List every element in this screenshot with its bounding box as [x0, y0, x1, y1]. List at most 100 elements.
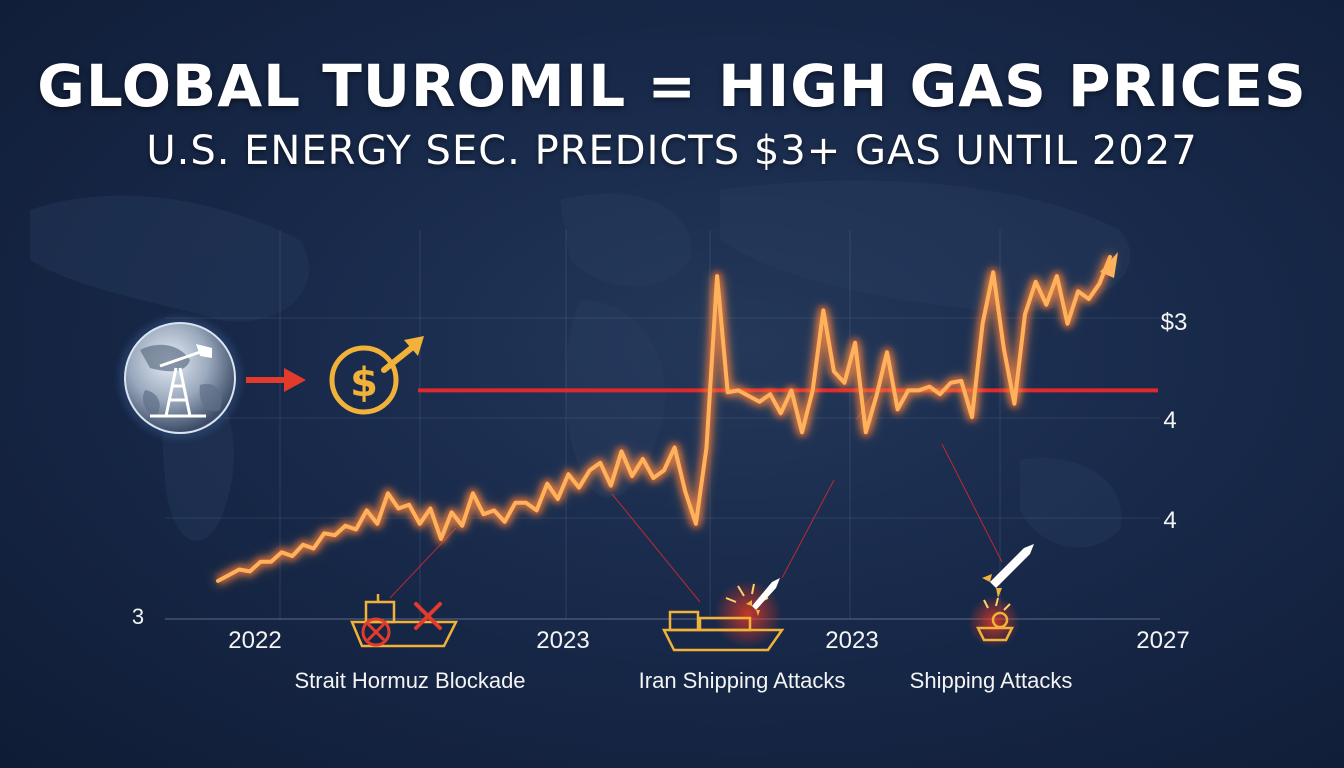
data-point-73 — [991, 270, 995, 274]
data-point-34 — [577, 486, 581, 490]
data-point-36 — [598, 461, 602, 465]
data-point-18 — [407, 503, 411, 507]
data-point-75 — [1012, 402, 1017, 406]
red-arrow-icon — [246, 368, 306, 392]
data-point-3 — [248, 569, 252, 574]
data-point-10 — [322, 531, 326, 535]
data-point-83 — [1097, 282, 1101, 286]
data-point-80 — [1065, 322, 1070, 326]
data-point-48 — [726, 390, 730, 394]
data-point-37 — [609, 484, 613, 488]
data-point-26 — [492, 508, 496, 512]
data-point-42 — [662, 468, 666, 472]
data-point-40 — [641, 457, 645, 461]
data-point-63 — [885, 350, 889, 354]
data-point-35 — [588, 468, 592, 472]
data-point-76 — [1023, 312, 1027, 316]
data-point-21 — [439, 537, 443, 541]
data-point-1 — [227, 573, 231, 577]
data-point-67 — [927, 385, 932, 389]
data-point-38 — [619, 449, 624, 453]
x-tick-label-3: 2027 — [1136, 627, 1189, 654]
data-point-9 — [312, 546, 316, 551]
y-tick-label-2: 4 — [1163, 507, 1176, 534]
data-point-30 — [535, 508, 539, 512]
data-point-11 — [333, 533, 337, 537]
data-point-31 — [545, 482, 549, 486]
data-point-20 — [428, 506, 432, 511]
missile-icon — [746, 578, 780, 616]
data-point-52 — [768, 392, 772, 396]
data-point-25 — [481, 512, 486, 516]
data-point-51 — [758, 400, 762, 404]
data-point-39 — [630, 474, 634, 478]
data-point-22 — [450, 510, 454, 514]
data-point-49 — [736, 388, 740, 392]
data-point-77 — [1034, 280, 1038, 284]
data-point-16 — [386, 491, 390, 495]
data-point-84 — [1108, 255, 1112, 259]
data-point-44 — [683, 489, 687, 493]
tanker-blockade-icon — [350, 594, 459, 648]
data-point-33 — [566, 472, 571, 476]
chart-title: GLOBAL TUROMIL = HIGH GAS PRICES — [37, 52, 1307, 120]
data-point-23 — [460, 524, 464, 528]
shipping-attack-icon — [968, 544, 1034, 648]
data-point-13 — [354, 527, 358, 532]
data-points — [216, 255, 1112, 583]
data-point-7 — [290, 554, 294, 558]
y-tick-label-0: 3 — [132, 604, 144, 629]
data-point-12 — [343, 524, 347, 528]
data-point-0 — [216, 579, 220, 583]
missile-icon — [982, 544, 1034, 598]
data-point-71 — [970, 415, 974, 419]
dollar-up-arrow-icon: $ — [329, 336, 424, 415]
data-point-5 — [269, 560, 273, 564]
data-point-4 — [258, 560, 263, 564]
data-point-32 — [556, 497, 560, 501]
data-point-68 — [938, 392, 942, 396]
data-point-65 — [906, 388, 910, 392]
line-arrowhead — [1100, 252, 1118, 278]
data-point-53 — [779, 411, 783, 415]
data-point-24 — [471, 491, 475, 495]
data-point-70 — [959, 379, 963, 383]
data-point-27 — [503, 520, 507, 524]
data-point-47 — [715, 274, 719, 278]
globe-oil-derrick-icon — [118, 316, 242, 440]
cargo-ship-attack-icon — [661, 578, 785, 652]
data-point-62 — [874, 394, 879, 398]
data-point-72 — [981, 322, 985, 326]
data-point-45 — [694, 522, 698, 526]
svg-text:$: $ — [350, 360, 378, 406]
data-point-46 — [704, 445, 709, 450]
world-map-background — [30, 180, 1131, 548]
x-tick-label-2: 2023 — [825, 627, 878, 654]
data-point-15 — [375, 522, 379, 526]
data-point-56 — [811, 388, 815, 392]
chart-subtitle: U.S. ENERGY SEC. PREDICTS $3+ GAS UNTIL … — [146, 128, 1198, 174]
data-point-79 — [1055, 274, 1059, 278]
data-point-66 — [917, 388, 921, 392]
data-point-6 — [280, 550, 284, 554]
data-point-8 — [301, 543, 305, 547]
x-tick-label-0: 2022 — [228, 627, 281, 654]
x-tick-label-1: 2023 — [536, 627, 589, 654]
annotation-iran-shipping-attacks: Iran Shipping Attacks — [639, 668, 846, 693]
annotation-strait-hormuz-blockade: Strait Hormuz Blockade — [294, 668, 525, 693]
data-point-60 — [853, 341, 857, 345]
data-point-43 — [673, 445, 677, 450]
data-point-81 — [1076, 289, 1080, 293]
data-point-82 — [1087, 297, 1091, 301]
data-point-54 — [789, 388, 794, 392]
data-point-69 — [949, 381, 953, 385]
data-point-57 — [821, 308, 825, 312]
data-point-29 — [524, 501, 528, 505]
data-point-61 — [864, 430, 868, 434]
y-tick-label-1: 4 — [1163, 407, 1176, 434]
data-point-17 — [396, 506, 401, 511]
data-point-50 — [747, 394, 751, 398]
data-point-58 — [832, 369, 836, 373]
data-point-59 — [842, 381, 847, 385]
